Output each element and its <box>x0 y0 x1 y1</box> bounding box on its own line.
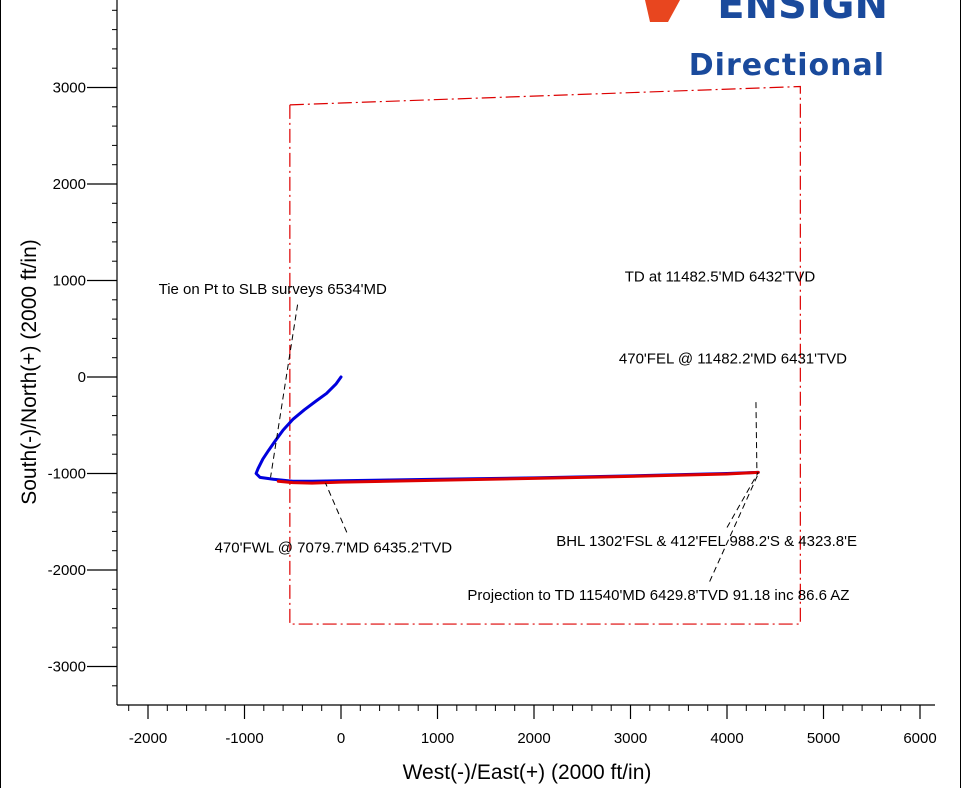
logo-accent-shape <box>645 0 680 22</box>
wellpath-series <box>254 375 760 485</box>
logo-line2: Directional <box>689 48 885 83</box>
annotation-label: Tie on Pt to SLB surveys 6534'MD <box>159 281 387 298</box>
y-tick-label: 3000 <box>53 80 86 97</box>
y-tick-label: -2000 <box>48 562 86 579</box>
x-tick-label: 6000 <box>903 730 936 747</box>
y-axis-title: South(-)/North(+) (2000 ft/in) <box>18 239 41 505</box>
logo-line1: ENSIGN <box>717 0 888 28</box>
x-tick-label: 2000 <box>517 730 550 747</box>
annotation-label: TD at 11482.5'MD 6432'TVD <box>625 268 816 285</box>
annotation-leader <box>325 482 348 533</box>
ensign-directional-logo: ENSIGN Directional <box>645 0 888 83</box>
x-tick-label: 5000 <box>807 730 840 747</box>
annotation-label: 470'FWL @ 7079.7'MD 6435.2'TVD <box>215 540 453 557</box>
boundary-line <box>289 85 801 625</box>
x-tick-label: 3000 <box>614 730 647 747</box>
annotation-leader <box>726 472 759 528</box>
y-tick-label: -3000 <box>48 659 86 676</box>
annotation-label: BHL 1302'FSL & 412'FEL 988.2'S & 4323.8'… <box>556 533 857 550</box>
annotations: Tie on Pt to SLB surveys 6534'MD TD at 11… <box>159 268 857 603</box>
annotation-leader <box>755 402 758 473</box>
x-tick-label: 0 <box>337 730 345 747</box>
axes: -3000 -2000 -1000 0 1000 2000 3000 -2000 -1000 0 1… <box>48 0 937 747</box>
x-tick-label: -1000 <box>225 730 263 747</box>
x-tick-label: 4000 <box>710 730 743 747</box>
annotation-label: 470'FEL @ 11482.2'MD 6431'TVD <box>619 350 847 367</box>
annotation-leader <box>270 304 299 478</box>
x-tick-label: -2000 <box>129 730 167 747</box>
wellpath-line-red <box>276 470 760 485</box>
lease-boundary <box>289 85 801 625</box>
x-tick-label: 1000 <box>421 730 454 747</box>
annotation-label: Projection to TD 11540'MD 6429.8'TVD 91.… <box>467 587 849 604</box>
y-tick-label: 1000 <box>53 273 86 290</box>
y-tick-label: 0 <box>78 369 86 386</box>
y-tick-label: 2000 <box>53 176 86 193</box>
x-axis-title: West(-)/East(+) (2000 ft/in) <box>403 761 652 784</box>
y-tick-label: -1000 <box>48 466 86 483</box>
